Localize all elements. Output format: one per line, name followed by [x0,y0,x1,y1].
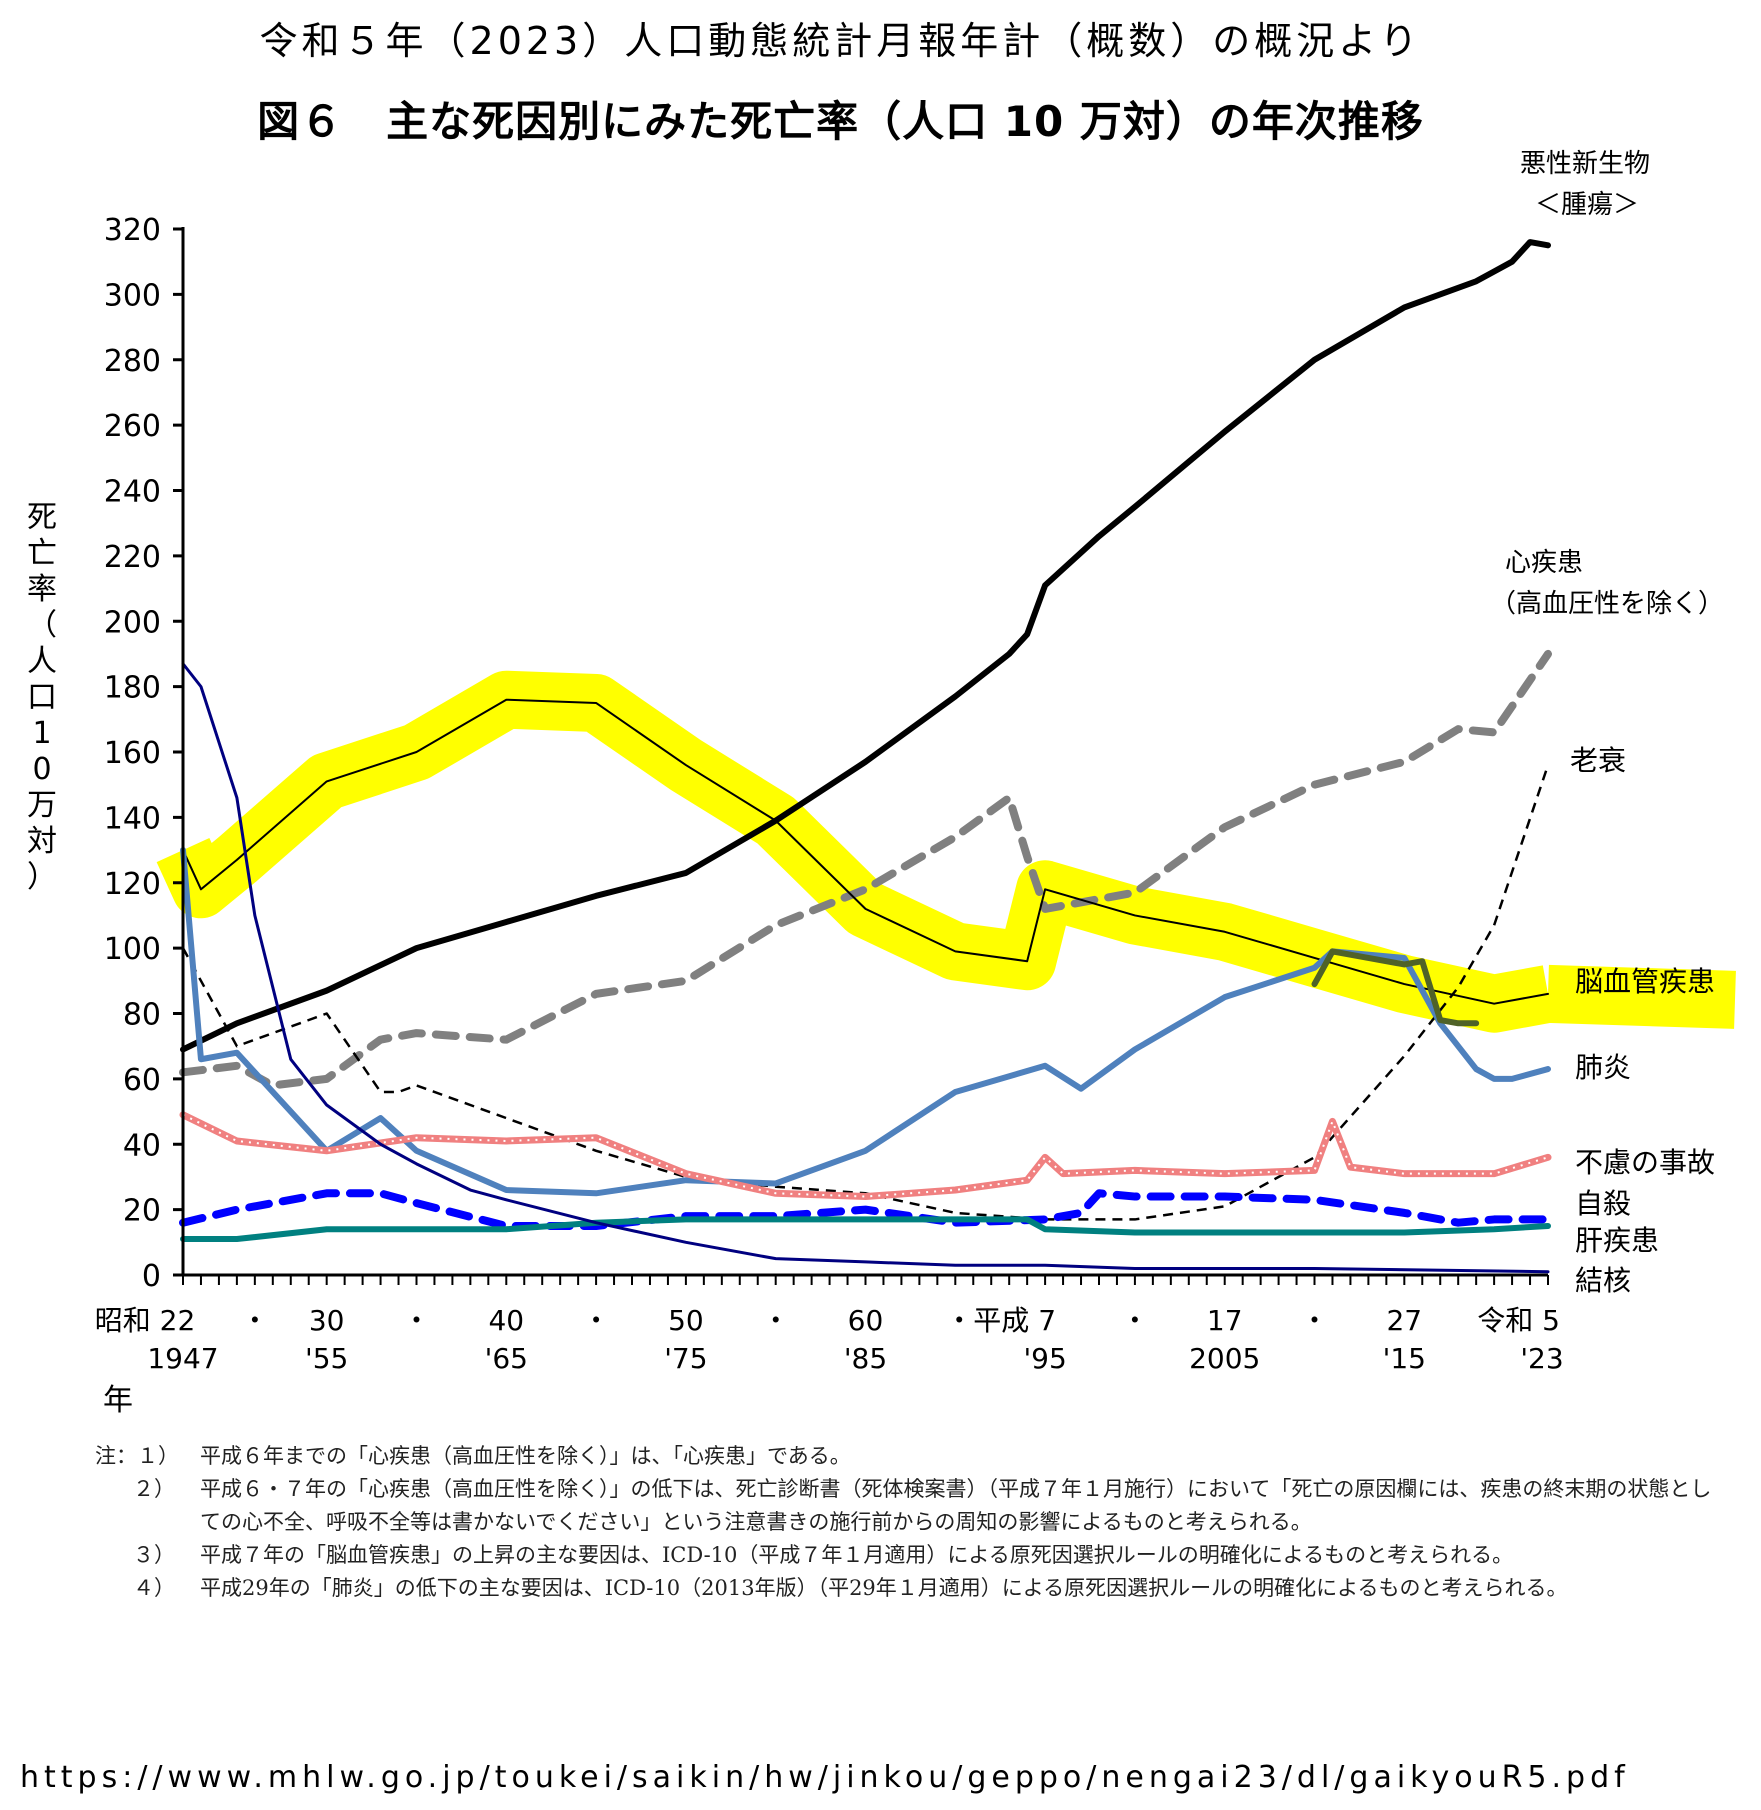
source-title: 令和５年（2023）人口動態統計月報年計（概数）の概況より [259,19,1422,63]
note-item: ２） 平成６・７年の「心疾患（高血圧性を除く）」の低下は、死亡診断書（死体検案書）… [95,1473,1715,1539]
x-tick-label-year: '65 [485,1342,528,1375]
x-tick-label-era: ・ [582,1304,610,1337]
y-tick-label: 40 [123,1128,161,1163]
y-tick-label: 180 [104,671,161,706]
note-number: 注：１） [95,1444,179,1468]
note-text: 平成29年の「肺炎」の低下の主な要因は、ICD-10（2013年版）（平29年１… [200,1576,1568,1600]
x-tick-label-year: '95 [1023,1342,1066,1375]
series-lines-layer [179,239,1552,1274]
y-tick-label: 160 [104,736,161,771]
note-number: ３） [133,1543,175,1567]
x-tick-label-era: ・ [241,1304,269,1337]
series-label: ＜腫瘍＞ [1535,190,1639,220]
y-tick-label: 80 [123,998,161,1033]
y-tick-label: 320 [104,213,161,248]
series-line-series-3 [182,698,1549,1005]
series-line-series-8 [180,1216,1551,1243]
x-axis-label: 年 [103,1383,133,1418]
x-tick-label-era: ・ [762,1304,790,1337]
x-tick-label-era: ・ [1301,1304,1329,1337]
figure-title: 図６ 主な死因別にみた死亡率（人口 10 万対）の年次推移 [257,97,1424,146]
series-label: 結核 [1575,1264,1631,1297]
x-tick-label-year: '85 [844,1342,887,1375]
series-label: 肝疾患 [1575,1224,1659,1257]
y-tick-label: 220 [104,540,161,575]
note-text: 平成７年の「脳血管疾患」の上昇の主な要因は、ICD-10（平成７年１月適用）によ… [200,1543,1514,1567]
note-item: ４） 平成29年の「肺炎」の低下の主な要因は、ICD-10（2013年版）（平29… [95,1572,1715,1605]
y-tick-label: 200 [104,605,161,640]
y-tick-label: 100 [104,932,161,967]
notes: 注：１） 平成６年までの「心疾患（高血圧性を除く）」は、「心疾患」である。 ２） 平成… [95,1440,1715,1605]
x-tick-label-era: 60 [848,1304,884,1337]
note-text: 平成６・７年の「心疾患（高血圧性を除く）」の低下は、死亡診断書（死体検案書）（平… [200,1477,1712,1534]
x-tick-label-year: '55 [305,1342,348,1375]
y-tick-label: 240 [104,475,161,510]
source-url: https://www.mhlw.go.jp/toukei/saikin/hw/… [20,1760,1630,1795]
x-tick-label-era: 昭和 22 [95,1304,196,1337]
series-label: 不慮の事故 [1575,1146,1715,1179]
x-tick-label-era: 令和 5 [1477,1304,1560,1337]
x-tick-label-era: 30 [309,1304,345,1337]
y-tick-label: 280 [104,344,161,379]
x-tick-label-era: ・平成 7 [945,1304,1056,1337]
series-line-series-6 [179,1111,1552,1201]
y-tick-label: 20 [123,1194,161,1229]
x-tick-label-era: ・ [1121,1304,1149,1337]
x-tick-label-year: 2005 [1189,1342,1260,1375]
y-tick-label: 260 [104,409,161,444]
series-line-series-2 [181,764,1550,1221]
series-label: 悪性新生物 [1520,149,1650,179]
series-label: 心疾患 [1505,548,1583,578]
highlight-band-extension [1547,964,1736,1029]
x-tick-label-era: 40 [488,1304,524,1337]
note-number: ４） [133,1576,175,1600]
series-label: 自殺 [1575,1187,1631,1220]
highlight-band-layer [156,670,1736,1033]
series-line-series-1 [179,649,1552,1090]
x-tick-label-year: 1947 [147,1342,218,1375]
x-tick-label-year: '75 [664,1342,707,1375]
series-labels-layer: 悪性新生物 ＜腫瘍＞ 心疾患 （高血圧性を除く） 老衰脳血管疾患肺炎不慮の事故自殺肝疾患… [1490,149,1724,1297]
series-label: 脳血管疾患 [1575,965,1715,998]
axes-layer: 0 20 40 60 80 100 120 140 160 180 200 220 240 260 280 3… [95,213,1564,1418]
y-tick-label: 300 [104,278,161,313]
x-tick-label-era: 17 [1207,1304,1243,1337]
highlight-band [156,670,1554,1033]
x-tick-label-era: ・ [402,1304,430,1337]
x-tick-label-year: '23 [1520,1342,1563,1375]
x-tick-label-era: 27 [1386,1304,1422,1337]
y-tick-label: 0 [142,1259,161,1294]
series-label: （高血圧性を除く） [1490,589,1724,619]
series-line-series-7 [179,1189,1552,1230]
series-line-series-0 [180,239,1551,1053]
note-text: 平成６年までの「心疾患（高血圧性を除く）」は、「心疾患」である。 [200,1444,851,1468]
x-tick-label-era: 50 [668,1304,704,1337]
y-tick-label: 120 [104,867,161,902]
y-tick-label: 60 [123,1063,161,1098]
y-axis-label: 死亡率（人口 1 0 万対） [22,500,62,896]
series-line-series-9 [181,662,1550,1274]
y-axis-label-text: 死亡率（人口 1 0 万対） [27,500,57,895]
series-label: 肺炎 [1575,1051,1631,1084]
note-item: 注：１） 平成６年までの「心疾患（高血圧性を除く）」は、「心疾患」である。 [95,1440,1715,1473]
note-item: ３） 平成７年の「脳血管疾患」の上昇の主な要因は、ICD-10（平成７年１月適用）… [95,1539,1715,1572]
series-line-series-4 [180,847,1551,1197]
series-label: 老衰 [1570,744,1626,777]
x-tick-label-year: '15 [1383,1342,1426,1375]
series-line-series-5 [1311,948,1480,1027]
chart-svg: 0 20 40 60 80 100 120 140 160 180 200 220 240 260 280 3… [95,149,1736,1418]
note-number: ２） [133,1477,175,1501]
y-tick-label: 140 [104,801,161,836]
